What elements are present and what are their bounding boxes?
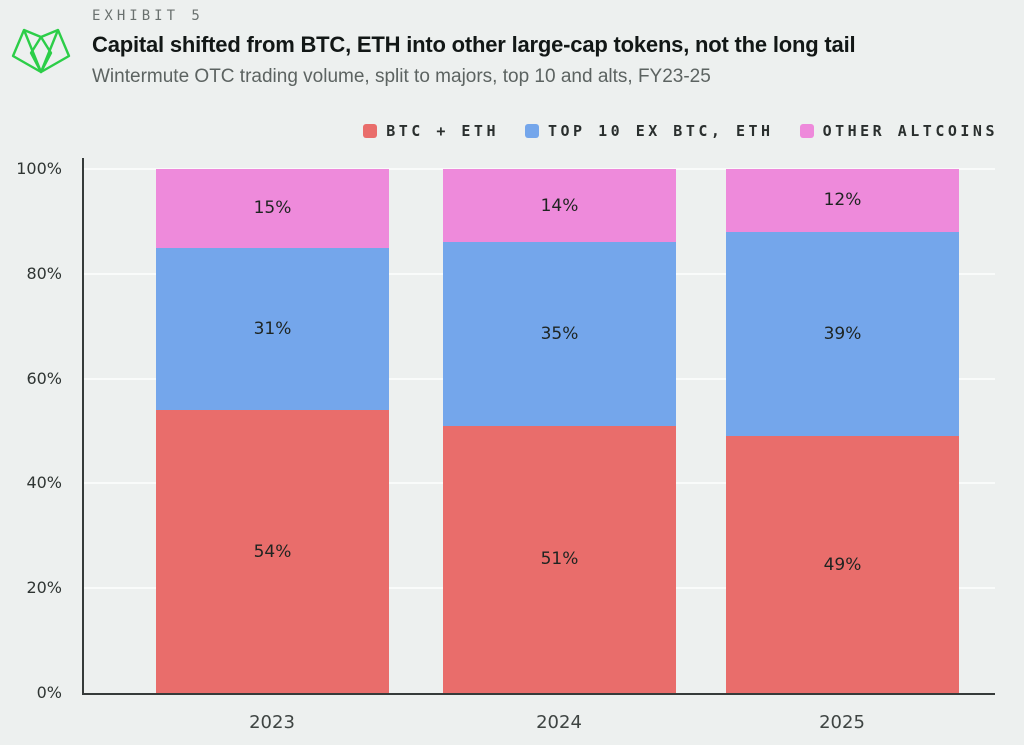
x-tick-label: 2023 (249, 712, 295, 733)
y-tick-label: 20% (26, 578, 62, 598)
bar-segment-other-altcoins: 12% (726, 169, 959, 232)
legend-item-top-10-ex-btc-eth: TOP 10 EX BTC, ETH (525, 122, 774, 140)
segment-label: 39% (823, 324, 862, 345)
bar-segment-btc-eth: 54% (156, 410, 389, 693)
y-tick-label: 40% (26, 473, 62, 493)
exhibit-label: EXHIBIT 5 (92, 8, 204, 24)
bar-segment-top-10-ex-btc-eth: 31% (156, 247, 389, 411)
bar-segment-btc-eth: 49% (726, 436, 959, 693)
legend-swatch-icon (799, 124, 814, 138)
bar-2023: 54% 31% 15% (156, 169, 389, 693)
segment-label: 35% (540, 324, 579, 345)
bar-segment-top-10-ex-btc-eth: 39% (726, 231, 959, 437)
bar-segment-other-altcoins: 14% (443, 169, 676, 243)
y-tick-label: 100% (16, 159, 62, 178)
segment-label: 15% (253, 198, 292, 219)
segment-label: 31% (253, 318, 292, 339)
bar-segment-top-10-ex-btc-eth: 35% (443, 242, 676, 426)
segment-label: 12% (823, 190, 862, 211)
legend-label: BTC + ETH (386, 122, 499, 140)
legend-label: OTHER ALTCOINS (822, 122, 998, 140)
bar-2024: 51% 35% 14% (443, 169, 676, 693)
x-tick-label: 2024 (536, 712, 582, 733)
legend-item-btc-eth: BTC + ETH (363, 122, 499, 140)
chart-title: Capital shifted from BTC, ETH into other… (92, 32, 856, 57)
bar-2025: 49% 39% 12% (726, 169, 959, 693)
chart-legend: BTC + ETH TOP 10 EX BTC, ETH OTHER ALTCOIN… (363, 122, 998, 140)
bar-segment-other-altcoins: 15% (156, 169, 389, 248)
x-tick-label: 2025 (819, 712, 865, 733)
segment-label: 54% (253, 541, 292, 562)
y-tick-label: 80% (26, 263, 62, 283)
wintermute-logo-icon (11, 28, 71, 74)
y-tick-label: 0% (36, 683, 62, 702)
chart-subtitle: Wintermute OTC trading volume, split to … (92, 66, 711, 87)
segment-label: 49% (823, 554, 862, 575)
legend-label: TOP 10 EX BTC, ETH (548, 122, 774, 140)
legend-swatch-icon (363, 124, 378, 138)
plot-area: 54% 31% 15% 51% 35% 14% 49% 39% 12% (82, 158, 995, 695)
gridline-100 (84, 168, 995, 170)
legend-swatch-icon (525, 124, 539, 138)
bar-segment-btc-eth: 51% (443, 425, 676, 693)
segment-label: 51% (540, 549, 579, 570)
y-tick-label: 60% (26, 368, 62, 388)
segment-label: 14% (540, 195, 579, 216)
legend-item-other-altcoins: OTHER ALTCOINS (799, 122, 998, 140)
